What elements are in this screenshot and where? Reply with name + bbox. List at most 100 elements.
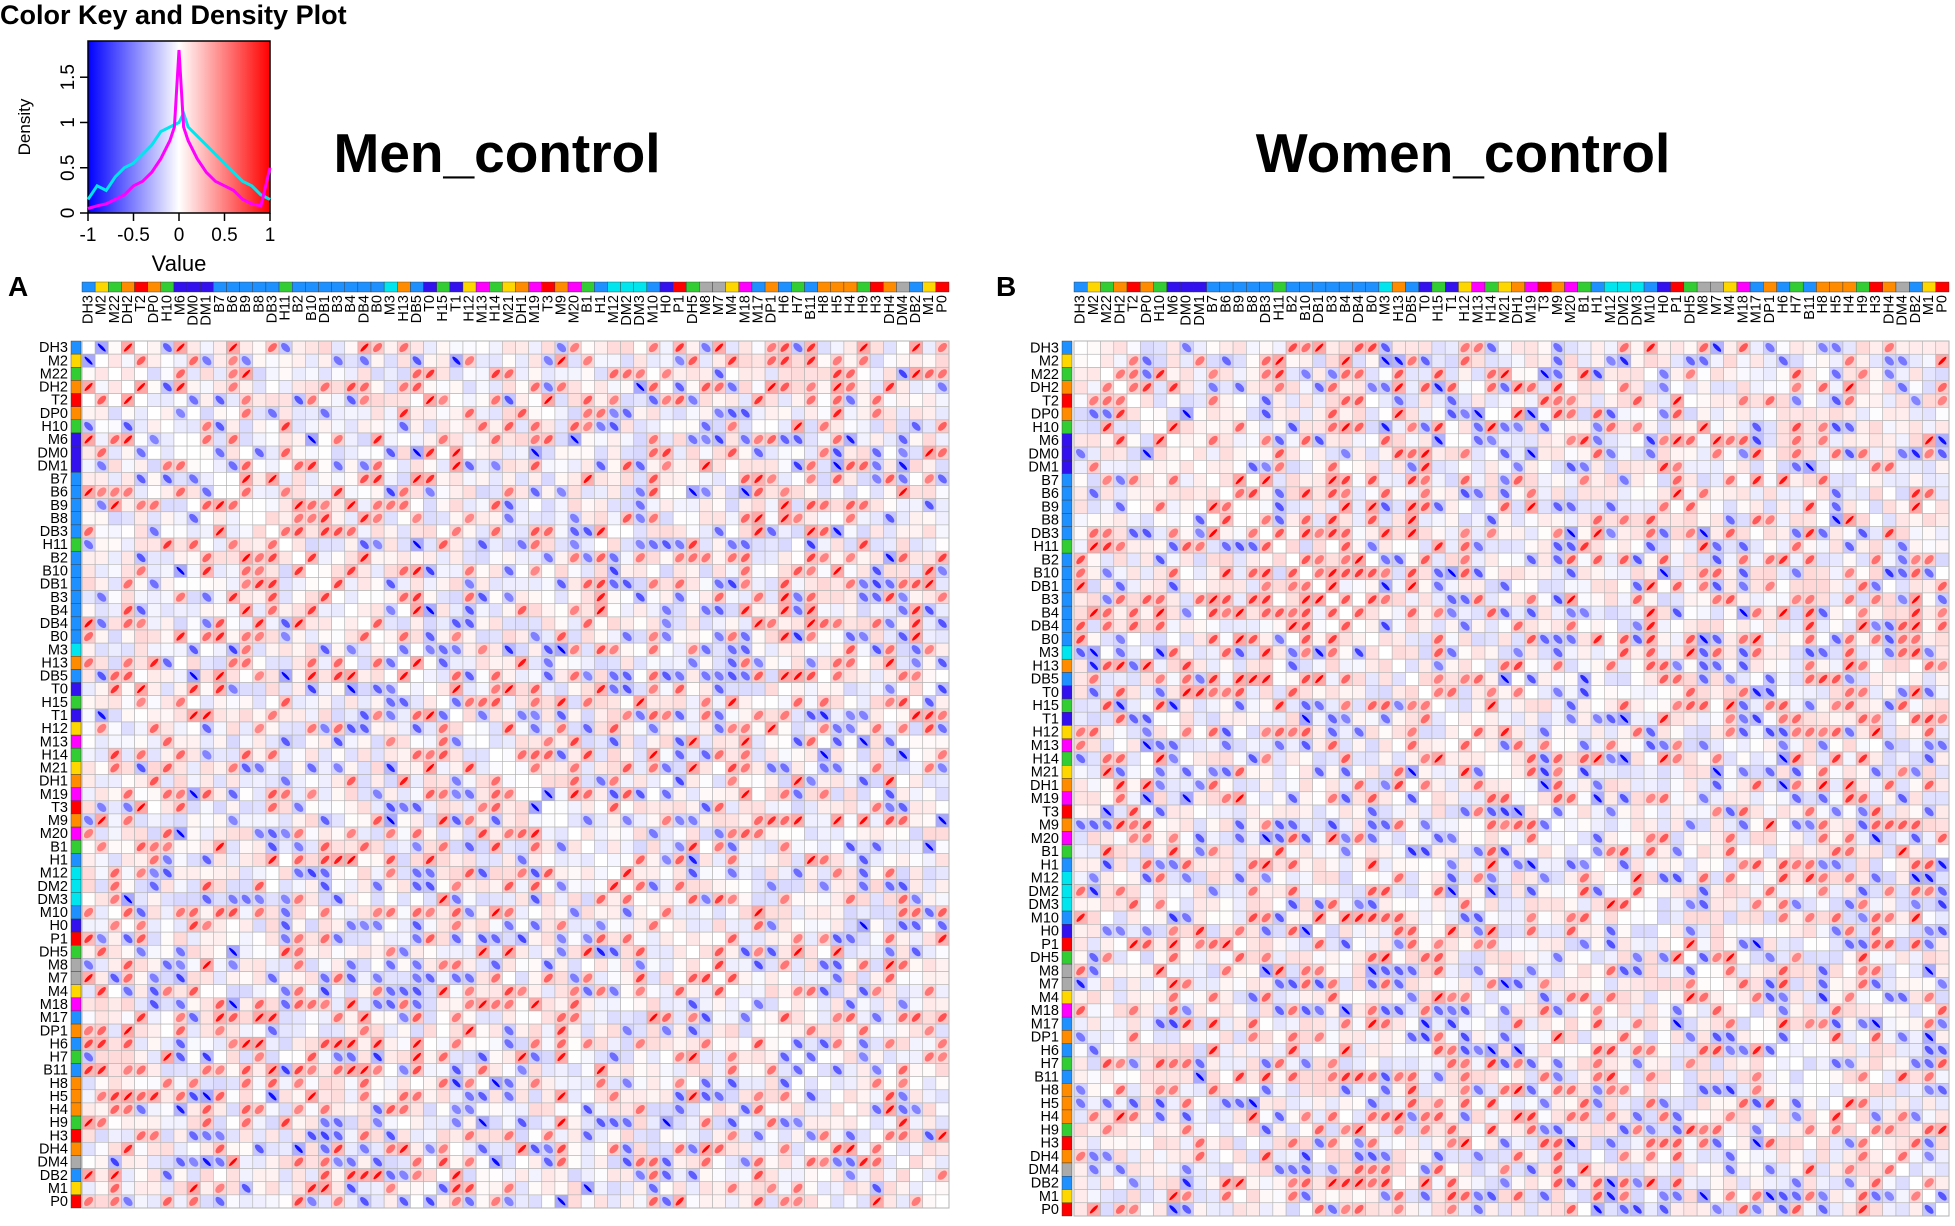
heatmap-cell [685,879,700,894]
correlation-ellipse [872,448,882,458]
heatmap-cell [265,655,280,670]
heatmap-cell [791,616,805,631]
correlation-ellipse [727,421,737,432]
heatmap-cell [226,472,240,486]
heatmap-cell [488,485,503,499]
heatmap-cell [186,498,201,513]
heatmap-cell [817,406,832,421]
heatmap-cell [278,958,293,972]
heatmap-cell [265,813,280,828]
heatmap-cell [94,603,109,618]
heatmap-cell [475,813,490,828]
heatmap-cell [843,853,858,867]
heatmap-cell [502,734,516,749]
heatmap-cell [725,918,740,933]
heatmap-cell [357,655,372,670]
heatmap-cell [436,879,451,894]
heatmap-cell [134,655,148,670]
heatmap-cell [488,550,503,565]
heatmap-cell [646,564,661,578]
heatmap-cell [107,380,122,394]
heatmap-cell [278,393,293,407]
heatmap-cell [436,682,451,696]
heatmap-cell [370,564,385,578]
heatmap-cell [620,774,635,788]
heatmap-cell [659,695,674,710]
correlation-ellipse [175,461,186,471]
heatmap-cell [396,472,411,486]
heatmap-cell [541,944,556,959]
heatmap-cell [777,879,792,894]
correlation-ellipse [491,461,501,471]
heatmap-cell [567,866,582,880]
heatmap-cell [291,761,306,775]
heatmap-cell [856,747,871,762]
heatmap-cell [896,564,910,578]
heatmap-cell [699,931,713,946]
heatmap-cell [94,892,109,907]
heatmap-cell [528,550,543,565]
heatmap-cell [515,971,529,985]
heatmap-cell [344,1023,359,1038]
heatmap-cell [672,1010,687,1025]
heatmap-cell [213,695,227,710]
heatmap-cell [712,905,726,920]
heatmap-cell [528,853,543,867]
heatmap-cell [699,564,713,578]
heatmap-cell [94,550,109,565]
heatmap-cell [528,577,543,591]
heatmap-cell [672,472,687,486]
heatmap-cell [502,353,516,368]
heatmap-cell [305,734,319,749]
heatmap-cell [475,761,490,775]
heatmap-cell [134,458,148,473]
heatmap-cell [883,564,897,578]
heatmap-cell [213,432,227,447]
correlation-ellipse [162,343,172,353]
heatmap-cell [699,577,713,591]
heatmap-cell [528,905,543,920]
heatmap-cell [620,419,635,434]
heatmap-cell [502,603,516,618]
correlation-ellipse [767,342,777,353]
heatmap-cell [896,1023,910,1038]
heatmap-cell [436,669,451,683]
heatmap-cell [226,419,240,434]
heatmap-cell [764,577,779,591]
heatmap-cell [594,997,608,1012]
heatmap-cell [869,524,884,539]
heatmap-cell [265,669,280,683]
heatmap-cell [817,564,832,578]
heatmap-cell [528,406,543,421]
heatmap-cell [423,577,437,591]
heatmap-cell [935,669,950,683]
heatmap-cell [791,393,805,407]
correlation-ellipse [465,408,474,418]
heatmap-cell [764,866,779,880]
heatmap-cell [515,458,529,473]
heatmap-cell [594,380,608,394]
heatmap-cell [633,905,648,920]
heatmap-cell [107,458,122,473]
correlation-ellipse [688,488,697,497]
heatmap-cell [173,669,188,683]
correlation-ellipse [885,513,895,523]
heatmap-cell [672,931,687,946]
heatmap-cell [685,629,700,644]
heatmap-cell [252,485,267,499]
heatmap-cell [475,774,490,788]
heatmap-cell [515,774,529,788]
heatmap-cell [777,931,792,946]
heatmap-cell [291,590,306,605]
heatmap-cell [764,747,779,762]
heatmap-cell [725,800,740,815]
heatmap-cell [265,1036,280,1051]
correlation-ellipse [846,435,855,444]
heatmap-cell [305,774,319,788]
correlation-ellipse [123,396,133,405]
correlation-ellipse [780,343,790,352]
heatmap-cell [620,616,635,631]
heatmap-cell [423,839,437,854]
heatmap-cell [883,432,897,447]
heatmap-cell [659,419,674,434]
